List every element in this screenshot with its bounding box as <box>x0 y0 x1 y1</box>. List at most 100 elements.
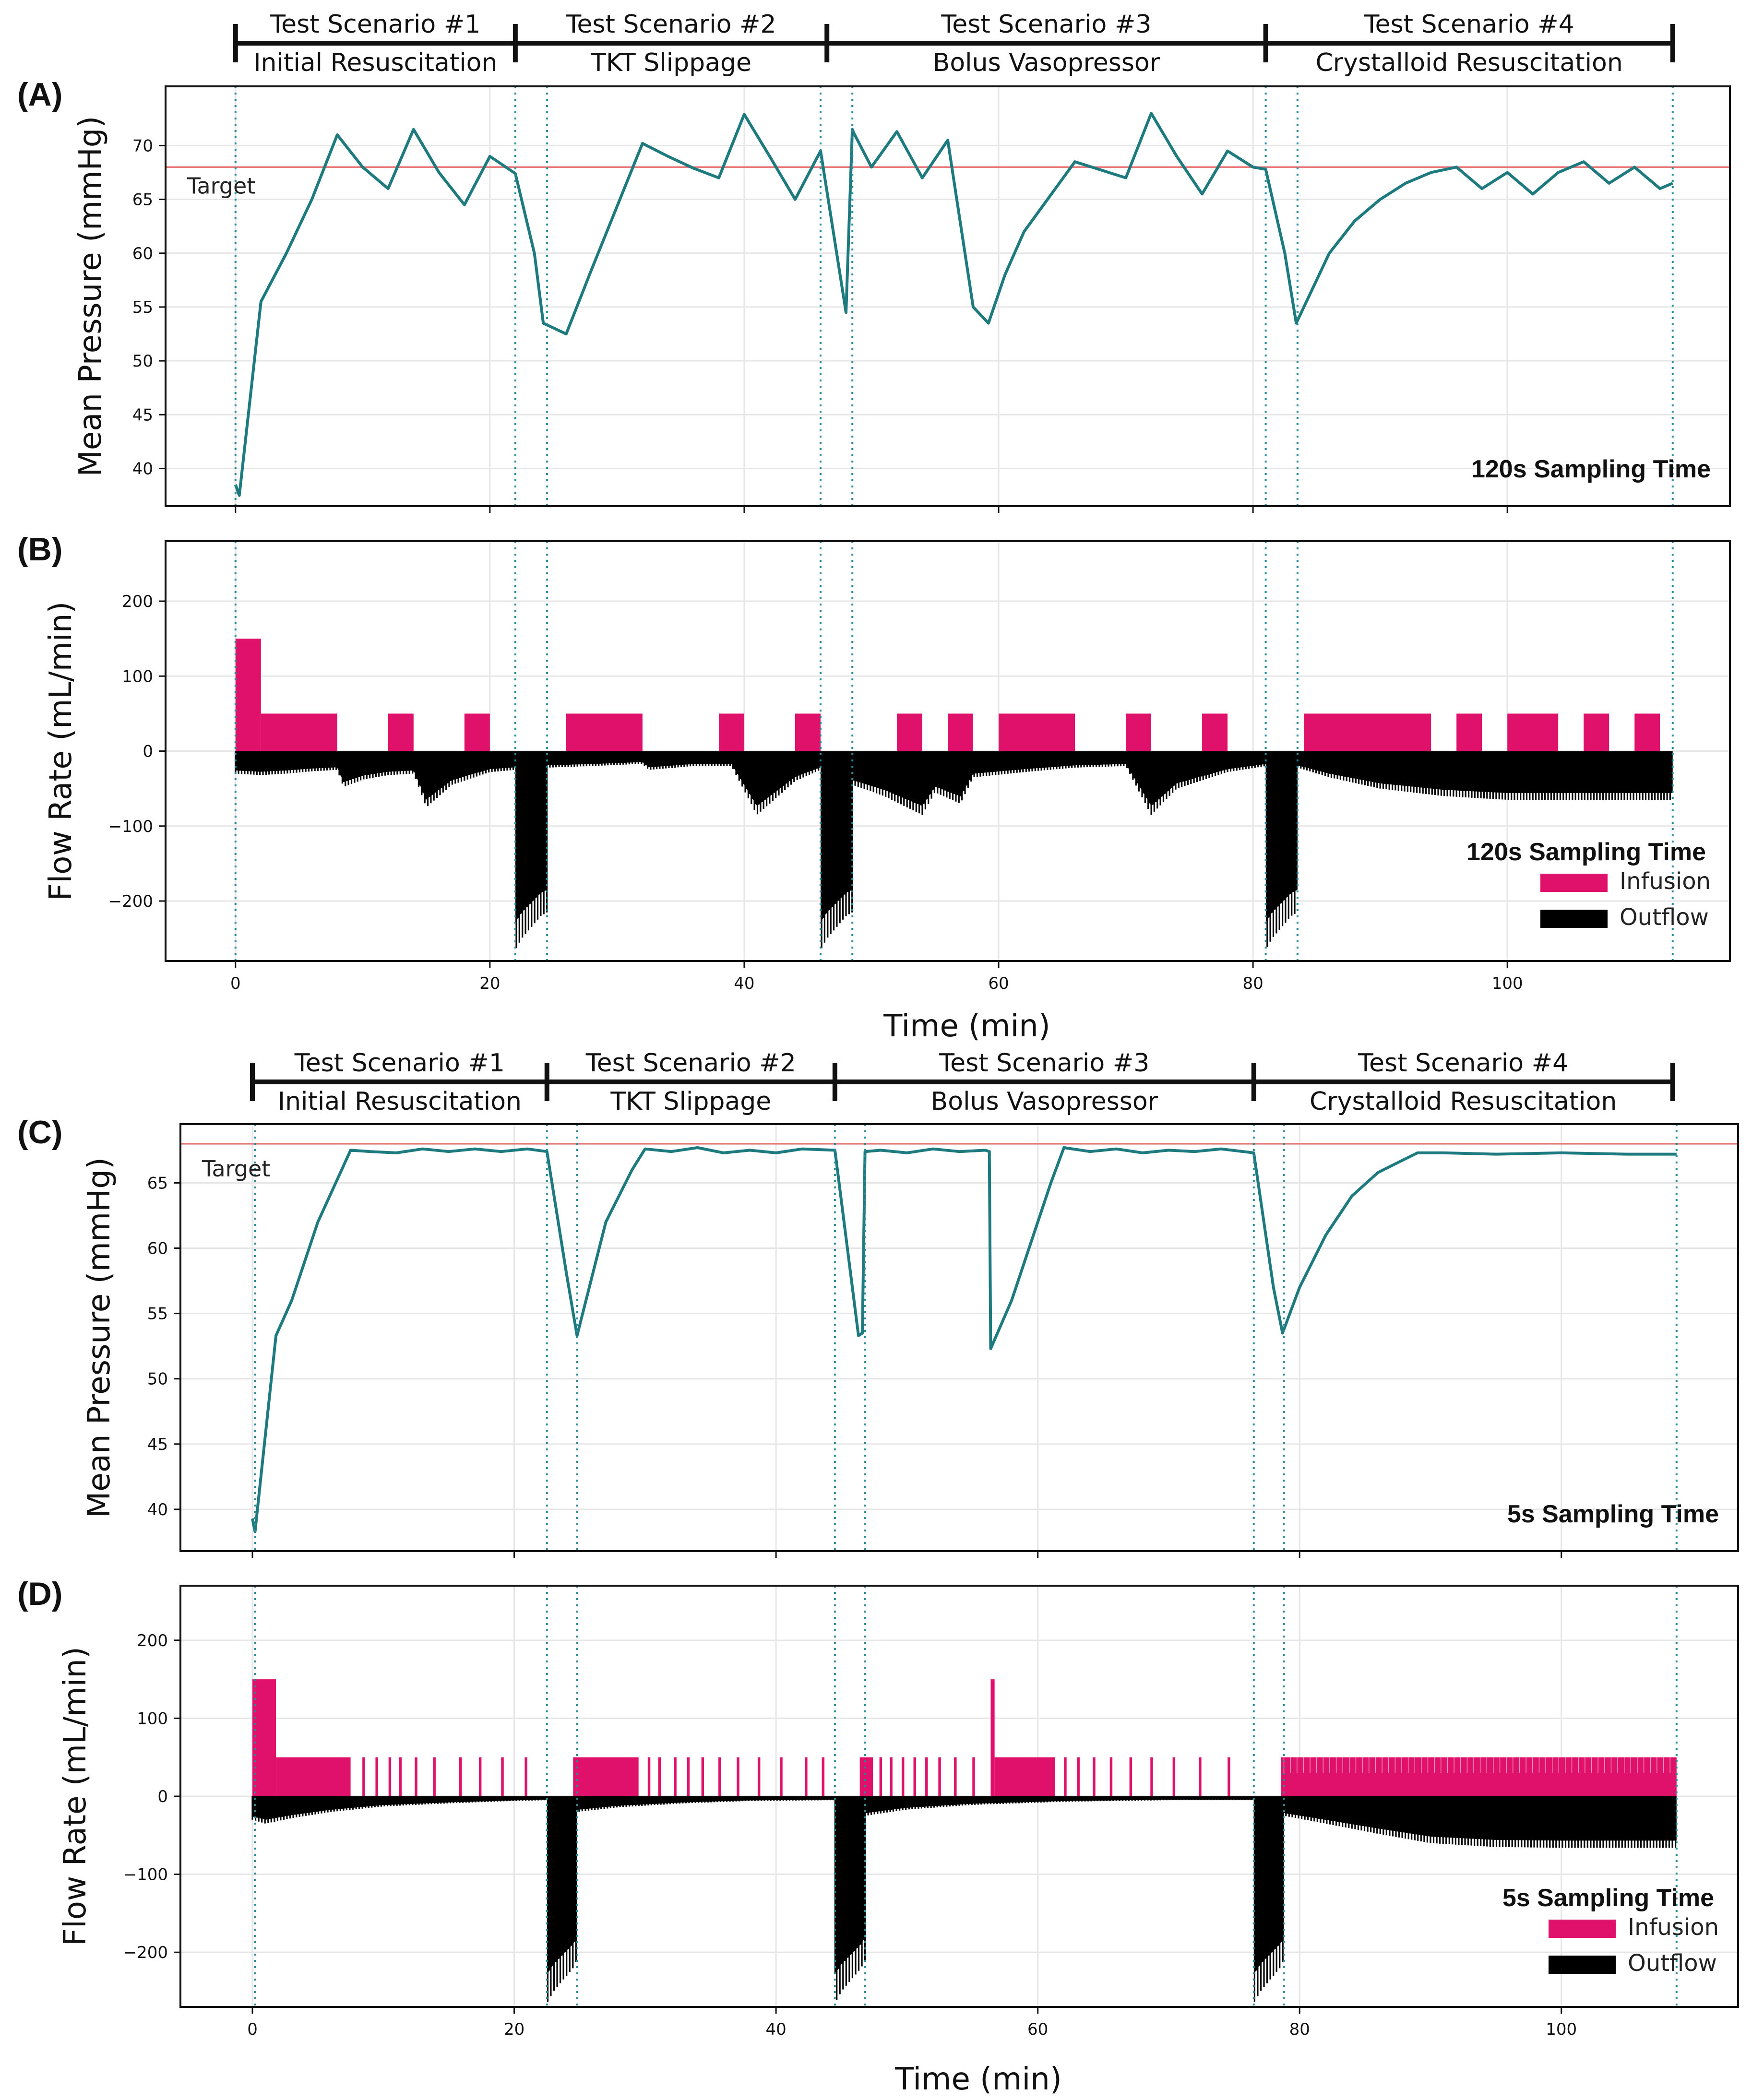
x-tick-label: 0 <box>247 2020 258 2039</box>
sampling-annotation: 120s Sampling Time <box>1466 838 1706 866</box>
infusion-bar <box>433 1757 436 1796</box>
infusion-bar <box>954 1757 957 1796</box>
x-tick-label: 60 <box>988 974 1009 993</box>
y-tick-label: 55 <box>132 298 153 317</box>
y-tick-label: 50 <box>132 352 153 371</box>
infusion-pulse-gaps <box>1283 1757 1670 1773</box>
infusion-bar <box>252 1679 276 1796</box>
y-axis-label: Mean Pressure (mmHg) <box>82 1157 117 1518</box>
x-tick-label: 20 <box>504 2020 524 2039</box>
infusion-bar <box>276 1757 351 1796</box>
infusion-bar <box>1584 713 1609 751</box>
infusion-bar <box>879 1757 882 1796</box>
scenario-subtitle: Bolus Vasopressor <box>933 48 1160 77</box>
y-tick-label: 55 <box>147 1305 168 1324</box>
infusion-bar <box>795 713 821 751</box>
panel-a-pressure-120s: 40 45 50 55 60 65 70 Mean Pressure (mmHg) (A) Tar… <box>17 76 1731 513</box>
y-tick-label: 40 <box>147 1500 168 1519</box>
infusion-bar <box>701 1757 704 1796</box>
infusion-bar <box>938 1757 941 1796</box>
y-tick-label: 60 <box>132 244 153 263</box>
infusion-bar <box>757 1757 761 1796</box>
infusion-bar <box>718 713 744 751</box>
outflow-area <box>252 1796 1677 1974</box>
infusion-bar <box>674 1757 677 1796</box>
infusion-bar <box>925 1757 928 1796</box>
infusion-bar <box>1507 713 1559 751</box>
y-tick-label: 0 <box>143 742 153 761</box>
infusion-bar <box>1304 713 1431 751</box>
infusion-bar <box>1093 1757 1096 1796</box>
scenario-subtitle: Initial Resuscitation <box>278 1087 522 1116</box>
plot-area <box>180 1124 1738 1551</box>
infusion-bar <box>501 1757 504 1796</box>
y-axis-label: Flow Rate (mL/min) <box>58 1647 93 1946</box>
infusion-bar <box>948 713 974 751</box>
panel-c-pressure-5s: 40 45 50 55 60 65 Mean Pressure (mmHg) (C) Targe… <box>17 1114 1739 1558</box>
infusion-bar <box>399 1757 402 1796</box>
infusion-bar <box>1634 713 1660 751</box>
plot-area <box>234 541 1674 961</box>
scenario-title: Test Scenario #2 <box>585 1049 796 1078</box>
sampling-annotation: 120s Sampling Time <box>1471 455 1711 483</box>
scenario-title: Test Scenario #4 <box>1364 10 1574 39</box>
infusion-bar <box>718 1757 721 1796</box>
infusion-bar <box>1281 1757 1677 1796</box>
y-tick-label: 100 <box>122 667 153 686</box>
y-tick-label: 65 <box>132 190 153 210</box>
infusion-bar <box>1109 1757 1113 1796</box>
pressure-line <box>234 112 1673 497</box>
infusion-bar <box>901 1757 905 1796</box>
infusion-bar <box>859 1757 873 1796</box>
x-tick-label: 20 <box>479 974 500 993</box>
infusion-bar <box>1199 1757 1202 1796</box>
infusion-bar <box>524 1757 527 1796</box>
y-tick-label: 100 <box>137 1709 168 1728</box>
infusion-bar <box>658 1757 661 1796</box>
y-tick-label: −200 <box>108 892 153 911</box>
scenario-subtitle: TKT Slippage <box>590 48 751 77</box>
legend-label-infusion: Infusion <box>1620 868 1711 895</box>
x-tick-label: 100 <box>1492 974 1523 993</box>
infusion-bar <box>415 1757 417 1796</box>
infusion-bar <box>235 639 261 751</box>
scenario-title: Test Scenario #1 <box>294 1049 505 1078</box>
scenario-title: Test Scenario #1 <box>270 10 480 39</box>
infusion-bar <box>913 1757 916 1796</box>
infusion-bar <box>999 713 1075 751</box>
infusion-bar <box>822 1757 825 1796</box>
scenario-subtitle: Crystalloid Resuscitation <box>1310 1087 1617 1116</box>
y-tick-label: 40 <box>132 459 153 478</box>
infusion-bar <box>994 1757 1055 1796</box>
infusion-bar <box>780 1757 783 1796</box>
target-label: Target <box>202 1156 270 1182</box>
y-tick-label: 45 <box>147 1435 168 1454</box>
scenario-title: Test Scenario #4 <box>1358 1049 1568 1078</box>
y-tick-label: −100 <box>108 817 153 836</box>
infusion-bar <box>375 1757 378 1796</box>
infusion-bar <box>261 713 337 751</box>
x-tick-label: 80 <box>1242 974 1263 993</box>
axes-frame <box>179 1123 1739 1552</box>
infusion-bar <box>687 1757 690 1796</box>
y-tick-label: 50 <box>147 1370 168 1389</box>
x-tick-label: 100 <box>1546 2020 1577 2039</box>
sampling-annotation: 5s Sampling Time <box>1507 1500 1719 1528</box>
infusion-bar <box>573 1757 639 1796</box>
legend-label-outflow: Outflow <box>1628 1950 1717 1977</box>
infusion-bar <box>388 1757 392 1796</box>
infusion-bar <box>1172 1757 1176 1796</box>
infusion-bar <box>1150 1757 1153 1796</box>
scenario-header-top: Test Scenario #1 Initial Resuscitation Tes… <box>233 10 1675 77</box>
infusion-bar <box>1126 713 1152 751</box>
plot-area <box>251 1586 1678 2007</box>
x-tick-label: 0 <box>230 974 241 993</box>
y-axis-label: Flow Rate (mL/min) <box>43 602 79 901</box>
infusion-bar <box>362 1757 365 1796</box>
legend-swatch-outflow <box>1549 1956 1616 1974</box>
infusion-bar <box>1202 713 1228 751</box>
infusion-bar <box>647 1757 651 1796</box>
infusion-bar <box>388 713 414 751</box>
panel-b-flow-120s: −200 −100 0 100 200 0 20 40 60 80 100 Flow Rate (mL… <box>17 531 1731 1044</box>
